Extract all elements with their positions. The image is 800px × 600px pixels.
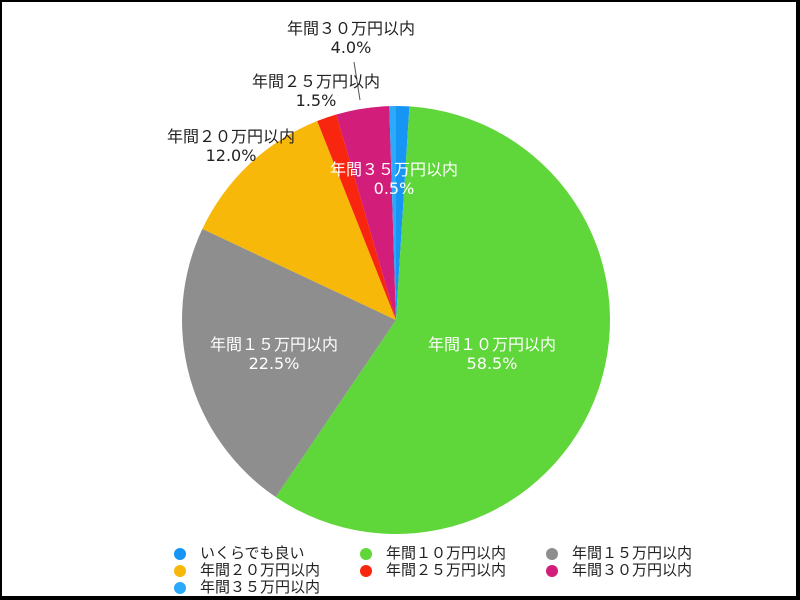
pie-slice[interactable]	[202, 121, 396, 320]
legend-dot-icon	[360, 564, 372, 577]
legend-dot-icon	[174, 564, 186, 577]
slice-label-30man: 年間３０万円以内 4.0%	[287, 19, 415, 57]
legend-dot-icon	[546, 547, 558, 560]
slice-label-name: 年間１０万円以内	[427, 335, 557, 354]
slice-label-name: 年間１５万円以内	[209, 335, 339, 354]
slice-label-name: 年間２５万円以内	[251, 72, 381, 91]
slice-label-35man: 年間３５万円以内 0.5%	[330, 160, 458, 198]
slice-label-pct: 4.0%	[330, 38, 372, 57]
legend-item[interactable]: 年間１０万円以内	[360, 545, 546, 562]
slice-label-10man: 年間１０万円以内 58.5%	[428, 335, 556, 373]
slice-label-15man: 年間１５万円以内 22.5%	[210, 335, 338, 373]
legend-dot-icon	[360, 547, 372, 560]
legend-label: 年間３０万円以内	[572, 561, 693, 579]
slice-label-pct: 12.0%	[205, 146, 257, 165]
slice-label-20man: 年間２０万円以内 12.0%	[167, 127, 295, 165]
legend-item[interactable]: 年間３０万円以内	[546, 562, 732, 579]
slice-label-pct: 22.5%	[248, 354, 300, 373]
slice-label-pct: 58.5%	[466, 354, 518, 373]
pie-slice[interactable]	[275, 106, 611, 535]
pie-slice[interactable]	[389, 106, 396, 320]
pie-slice[interactable]	[396, 106, 410, 320]
legend-label: いくらでも良い	[200, 544, 305, 562]
legend-dot-icon	[174, 547, 186, 560]
legend-dot-icon	[174, 581, 186, 594]
legend-item[interactable]: 年間２０万円以内	[174, 562, 360, 579]
pie-slice[interactable]	[336, 106, 396, 321]
legend-item[interactable]: 年間１５万円以内	[546, 545, 732, 562]
legend-label: 年間１５万円以内	[572, 544, 693, 562]
slice-label-name: 年間２０万円以内	[166, 127, 296, 146]
pie-slice[interactable]	[317, 114, 396, 320]
slice-label-pct: 0.5%	[373, 179, 415, 198]
slice-label-name: 年間３０万円以内	[286, 19, 416, 38]
legend-item[interactable]: 年間２５万円以内	[360, 562, 546, 579]
legend-item[interactable]: いくらでも良い	[174, 545, 360, 562]
pie-slice[interactable]	[182, 228, 396, 497]
legend-dot-icon	[546, 564, 558, 577]
slice-label-pct: 1.5%	[295, 91, 337, 110]
slice-label-name: 年間３５万円以内	[329, 160, 459, 179]
legend-label: 年間３５万円以内	[200, 578, 321, 596]
legend-label: 年間１０万円以内	[386, 544, 507, 562]
legend-item[interactable]: 年間３５万円以内	[174, 579, 360, 596]
legend-label: 年間２０万円以内	[200, 561, 321, 579]
legend-label: 年間２５万円以内	[386, 561, 507, 579]
slice-label-25man: 年間２５万円以内 1.5%	[252, 72, 380, 110]
chart-legend: いくらでも良い 年間１０万円以内 年間１５万円以内 年間２０万円以内 年間２５万…	[174, 545, 734, 596]
leader-line	[353, 61, 361, 101]
